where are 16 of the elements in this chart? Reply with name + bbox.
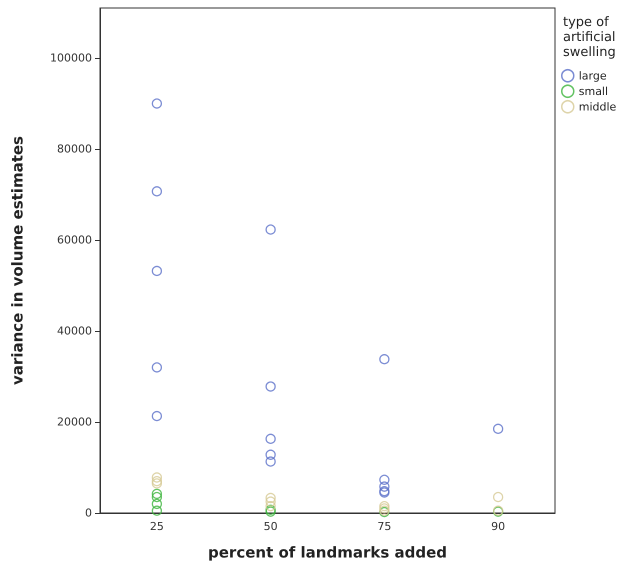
y-tick-label: 80000: [57, 142, 92, 156]
x-tick-label: 25: [150, 520, 164, 533]
legend-label: middle: [578, 100, 617, 114]
y-tick-label: 60000: [57, 234, 92, 247]
y-tick-label: 0: [85, 506, 92, 520]
y-tick-label: 40000: [57, 324, 92, 338]
x-tick-label: 50: [264, 520, 278, 533]
y-tick-label: 20000: [57, 416, 92, 429]
y-tick-label: 100000: [50, 52, 92, 65]
x-axis-title: percent of landmarks added: [208, 544, 447, 562]
legend-label: large: [578, 69, 607, 82]
y-axis-title: variance in volume estimates: [8, 136, 26, 385]
x-tick-label: 90: [491, 520, 506, 533]
legend-title: type of artificial swelling: [563, 15, 616, 60]
legend-label: small: [578, 84, 608, 98]
x-tick-label: 75: [377, 520, 392, 533]
